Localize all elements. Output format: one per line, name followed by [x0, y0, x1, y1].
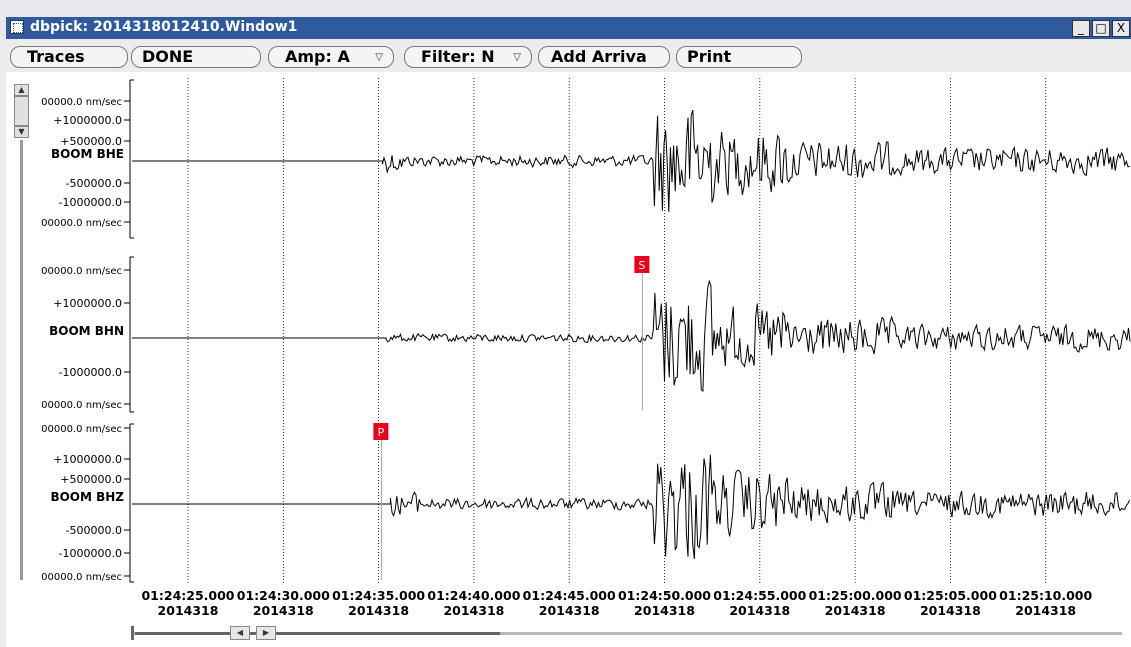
amp-label: Amp: A	[285, 47, 350, 66]
add-arrival-button[interactable]: Add Arriva	[538, 46, 670, 68]
horizontal-scroll-buttons: ◀ ▶	[230, 626, 280, 640]
date-tick-label: 2014318	[729, 603, 790, 618]
pick-flag-label: S	[638, 259, 645, 272]
time-tick-label: 01:24:25.000	[141, 588, 234, 603]
title-bar[interactable]: dbpick: 2014318012410.Window1 _ □ X	[0, 0, 1131, 40]
scroll-left-icon[interactable]: ◀	[230, 626, 250, 640]
horizontal-scroll-track[interactable]	[132, 632, 1122, 635]
traces-menu-button[interactable]: Traces	[10, 46, 128, 68]
waveform-trace	[132, 109, 1130, 212]
waveform-trace	[132, 279, 1131, 393]
trace-name-label: BOOM BHE	[51, 147, 124, 161]
horizontal-scroll-left-edge	[131, 626, 134, 640]
minimize-button[interactable]: _	[1072, 20, 1090, 37]
trace-display-area[interactable]	[6, 72, 1131, 647]
window-icon[interactable]	[10, 20, 24, 34]
filter-label: Filter: N	[421, 47, 495, 66]
date-tick-label: 2014318	[348, 603, 409, 618]
scroll-down-icon[interactable]: ▼	[14, 126, 29, 138]
amp-label: -1000000.0	[59, 366, 122, 379]
time-tick-label: 01:24:50.000	[618, 588, 711, 603]
amp-label: +500000.0	[60, 473, 122, 486]
date-tick-label: 2014318	[253, 603, 314, 618]
date-tick-label: 2014318	[1015, 603, 1076, 618]
time-tick-label: 01:24:55.000	[713, 588, 806, 603]
pick-flag-label: P	[378, 426, 385, 439]
time-tick-label: 01:24:30.000	[237, 588, 330, 603]
trace-name-label: BOOM BHN	[49, 324, 124, 338]
trace-name-label: BOOM BHZ	[50, 490, 124, 504]
traces-label: Traces	[27, 47, 85, 66]
toolbar: Traces DONE Amp: A ▽ Filter: N ▽ Add Arr…	[6, 40, 1131, 70]
done-label: DONE	[142, 47, 194, 66]
maximize-button[interactable]: □	[1092, 20, 1110, 37]
time-tick-label: 01:24:45.000	[523, 588, 616, 603]
filter-dropdown-icon: ▽	[513, 52, 521, 63]
amp-label: -1000000.0	[59, 196, 122, 209]
vertical-scroll-track[interactable]	[20, 140, 23, 580]
amp-label: -1000000.0	[59, 547, 122, 560]
time-tick-label: 01:25:00.000	[809, 588, 902, 603]
pick-flag	[634, 256, 650, 273]
amp-label: -500000.0	[66, 524, 122, 537]
scroll-up-icon[interactable]: ▲	[14, 84, 29, 96]
done-button[interactable]: DONE	[131, 46, 261, 68]
vertical-scroll-thumb[interactable]	[14, 96, 29, 126]
horizontal-scroll-thumb[interactable]	[135, 632, 500, 635]
amp-label: 00000.0 nm/sec	[41, 424, 122, 435]
waveform-trace	[132, 454, 1131, 559]
date-tick-label: 2014318	[443, 603, 504, 618]
date-tick-label: 2014318	[825, 603, 886, 618]
pick-flag	[373, 423, 389, 440]
amp-dropdown-icon: ▽	[375, 52, 383, 63]
amp-label: 00000.0 nm/sec	[41, 218, 122, 229]
date-tick-label: 2014318	[920, 603, 981, 618]
amp-label: +500000.0	[60, 135, 122, 148]
time-tick-label: 01:24:40.000	[427, 588, 520, 603]
title-bar-fill	[6, 17, 1131, 39]
amp-label: 00000.0 nm/sec	[41, 97, 122, 108]
date-tick-label: 2014318	[158, 603, 219, 618]
scroll-right-icon[interactable]: ▶	[256, 626, 276, 640]
vertical-scrollbar[interactable]: ▲ ▼	[14, 76, 30, 586]
time-tick-label: 01:25:05.000	[904, 588, 997, 603]
amp-label: 00000.0 nm/sec	[41, 572, 122, 583]
date-tick-label: 2014318	[539, 603, 600, 618]
add-arrival-label: Add Arriva	[551, 47, 647, 66]
amp-label: 00000.0 nm/sec	[41, 266, 122, 277]
amp-label: +1000000.0	[53, 114, 122, 127]
amp-label: -500000.0	[66, 177, 122, 190]
time-tick-label: 01:24:35.000	[332, 588, 425, 603]
filter-menu-button[interactable]: Filter: N ▽	[404, 46, 532, 68]
close-button[interactable]: X	[1112, 20, 1130, 37]
time-tick-label: 01:25:10.000	[999, 588, 1092, 603]
window-title: dbpick: 2014318012410.Window1	[30, 19, 298, 35]
print-button[interactable]: Print	[676, 46, 802, 68]
date-tick-label: 2014318	[634, 603, 695, 618]
amp-label: +1000000.0	[53, 453, 122, 466]
amp-label: 00000.0 nm/sec	[41, 400, 122, 411]
amp-label: +1000000.0	[53, 297, 122, 310]
amp-menu-button[interactable]: Amp: A ▽	[268, 46, 394, 68]
print-label: Print	[687, 47, 732, 66]
